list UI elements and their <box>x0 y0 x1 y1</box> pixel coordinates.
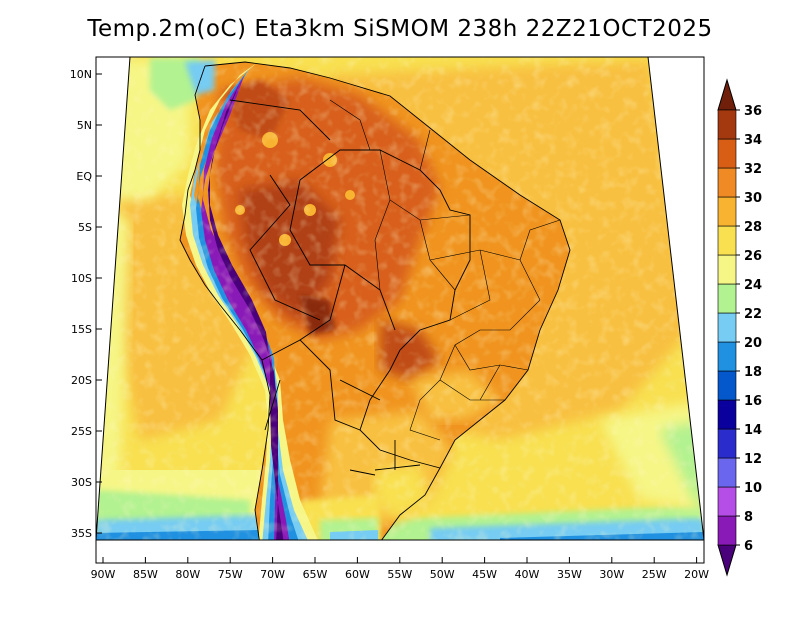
colorbar-swatch <box>717 254 737 285</box>
colorbar-max-arrow <box>717 78 737 111</box>
lat-label: 20S <box>71 374 92 387</box>
lon-label: 30W <box>599 568 624 581</box>
colorbar-label: 28 <box>744 220 762 235</box>
lat-label: 35S <box>71 527 92 540</box>
lon-label: 20W <box>684 568 709 581</box>
lat-label: 5N <box>77 119 92 132</box>
lon-label: 40W <box>515 568 540 581</box>
colorbar-swatch <box>717 312 737 343</box>
coastline <box>179 61 571 540</box>
lon-label: 85W <box>133 568 158 581</box>
lon-label: 75W <box>218 568 243 581</box>
colorbar-swatch <box>717 515 737 546</box>
colorbar-label: 24 <box>744 278 762 293</box>
colorbar-min-arrow <box>717 544 737 577</box>
colorbar-label: 10 <box>744 481 762 496</box>
colorbar-swatch <box>717 341 737 372</box>
colorbar-label: 22 <box>744 307 762 322</box>
lat-label: EQ <box>76 170 92 183</box>
colorbar-swatch <box>717 167 737 198</box>
colorbar-label: 14 <box>744 423 762 438</box>
lon-label: 50W <box>430 568 455 581</box>
colorbar-swatch <box>717 225 737 256</box>
lat-label: 10S <box>71 272 92 285</box>
temperature-field <box>96 57 704 540</box>
lat-label: 10N <box>70 68 92 81</box>
colorbar-swatch <box>717 283 737 314</box>
colorbar-swatch <box>717 109 737 140</box>
lat-label: 30S <box>71 476 92 489</box>
colorbar-label: 16 <box>744 394 762 409</box>
longitude-axis: 90W 85W 80W 75W 70W 65W 60W 55W 50W 45W 40W 35W 30W 2… <box>91 557 709 581</box>
colorbar-swatch <box>717 428 737 459</box>
colorbar-swatch <box>717 399 737 430</box>
lon-label: 35W <box>557 568 582 581</box>
colorbar-swatch <box>717 370 737 401</box>
lat-label: 15S <box>71 323 92 336</box>
lon-label: 55W <box>387 568 412 581</box>
lon-label: 60W <box>345 568 370 581</box>
country-borders <box>229 99 421 476</box>
boundaries <box>179 61 571 540</box>
lon-label: 90W <box>91 568 116 581</box>
state-borders <box>329 99 561 441</box>
lon-label: 25W <box>642 568 667 581</box>
colorbar-label: 20 <box>744 336 762 351</box>
colorbar: 6 8 10 12 14 16 18 20 22 24 26 28 30 32 34 36 <box>717 78 762 577</box>
colorbar-label: 34 <box>744 133 762 148</box>
brazil-border <box>289 149 471 469</box>
colorbar-label: 36 <box>744 104 762 119</box>
lon-label: 70W <box>260 568 285 581</box>
latitude-axis: 10N 5N EQ 5S 10S 15S 20S 25S 30S 35S <box>70 68 102 540</box>
lon-label: 65W <box>303 568 328 581</box>
colorbar-label: 8 <box>744 510 753 525</box>
colorbar-swatch <box>717 138 737 169</box>
colorbar-label: 30 <box>744 191 762 206</box>
colorbar-swatch <box>717 486 737 517</box>
colorbar-label: 12 <box>744 452 762 467</box>
colorbar-label: 6 <box>744 539 753 554</box>
lat-label: 25S <box>71 425 92 438</box>
lon-label: 45W <box>472 568 497 581</box>
colorbar-label: 26 <box>744 249 762 264</box>
colorbar-label: 18 <box>744 365 762 380</box>
lat-label: 5S <box>78 221 92 234</box>
colorbar-swatch <box>717 196 737 227</box>
map-title: Temp.2m(oC) Eta3km SiSMOM 238h 22Z21OCT2… <box>87 16 713 42</box>
colorbar-swatch <box>717 457 737 488</box>
lon-label: 80W <box>175 568 200 581</box>
colorbar-label: 32 <box>744 162 762 177</box>
